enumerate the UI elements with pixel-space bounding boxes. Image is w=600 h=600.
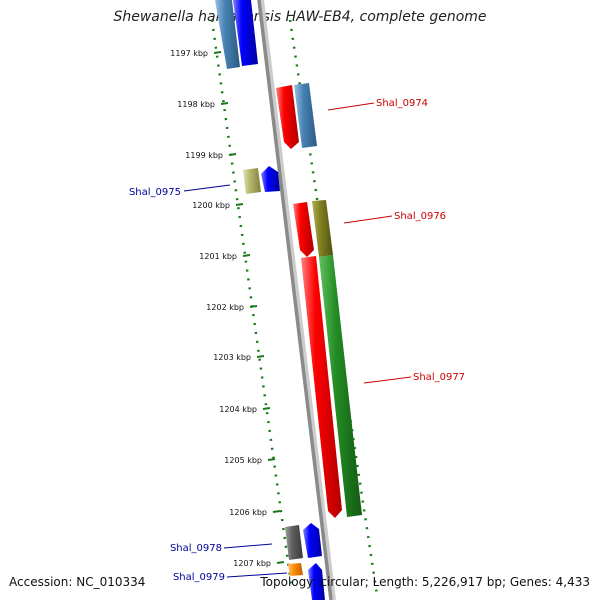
gene-shal-0978-gray[interactable] <box>285 525 303 560</box>
label-shal-0979[interactable]: Shal_0979 <box>173 572 225 583</box>
kbp-tick-marks <box>213 51 285 564</box>
tick-mark <box>276 561 285 564</box>
tick-label: 1205 kbp <box>224 456 262 465</box>
label-shal-0976[interactable]: Shal_0976 <box>394 211 446 222</box>
tick-mark <box>220 102 229 105</box>
genome-backbone <box>257 0 333 600</box>
genome-summary-text: Topology: circular; Length: 5,226,917 bp… <box>260 575 590 589</box>
tick-mark <box>262 407 271 410</box>
tick-mark <box>235 203 244 206</box>
gene-shal-0978-blue[interactable] <box>303 523 322 558</box>
tick-mark <box>267 458 276 461</box>
tick-mark <box>213 51 222 54</box>
tick-label: 1198 kbp <box>177 100 215 109</box>
tick-mark <box>228 153 237 156</box>
tick-mark <box>242 254 251 257</box>
kbp-tick-labels: 1197 kbp 1198 kbp 1199 kbp 1200 kbp 1201… <box>170 49 271 568</box>
gene-shal-0974-steel[interactable] <box>294 83 317 148</box>
tick-label: 1203 kbp <box>213 353 251 362</box>
label-shal-0977[interactable]: Shal_0977 <box>413 372 465 383</box>
gene-shal-0977-red[interactable] <box>301 256 342 518</box>
genome-title: Shewanella halifaxensis HAW-EB4, complet… <box>113 9 487 25</box>
tick-label: 1199 kbp <box>185 151 223 160</box>
leader-shal-0977 <box>363 376 412 384</box>
tick-label: 1201 kbp <box>199 252 237 261</box>
tick-label: 1200 kbp <box>192 201 230 210</box>
gene-shal-0979-orange[interactable] <box>288 563 303 576</box>
tick-label: 1202 kbp <box>206 303 244 312</box>
tick-label: 1207 kbp <box>233 559 271 568</box>
tick-label: 1204 kbp <box>219 405 257 414</box>
accession-text: Accession: NC_010334 <box>9 575 146 589</box>
tick-label: 1197 kbp <box>170 49 208 58</box>
backbone-shadow <box>258 0 336 600</box>
leader-shal-0976 <box>343 215 393 224</box>
leader-shal-0979 <box>226 572 288 578</box>
gene-shal-0977-green[interactable] <box>319 255 362 517</box>
label-shal-0978[interactable]: Shal_0978 <box>170 543 222 554</box>
leader-shal-0975 <box>183 184 231 192</box>
gene-shal-0976-olive[interactable] <box>312 200 333 257</box>
gene-shal-0975-blue[interactable] <box>261 166 280 192</box>
leader-shal-0974 <box>327 102 375 111</box>
gene-top-left-steel[interactable] <box>215 0 240 69</box>
gene-top-blue[interactable] <box>233 0 258 66</box>
tick-mark <box>256 355 265 358</box>
tick-mark <box>249 305 258 308</box>
gene-shal-0976-red[interactable] <box>293 202 314 257</box>
gene-shal-0974-red[interactable] <box>276 85 299 149</box>
label-shal-0974[interactable]: Shal_0974 <box>376 98 428 109</box>
label-shal-0975[interactable]: Shal_0975 <box>129 187 181 198</box>
leader-shal-0978 <box>223 543 273 549</box>
tick-mark <box>272 510 281 513</box>
gene-shal-0975-khaki[interactable] <box>243 168 261 194</box>
gene-shal-0979-blue[interactable] <box>308 563 325 600</box>
tick-label: 1206 kbp <box>229 508 267 517</box>
